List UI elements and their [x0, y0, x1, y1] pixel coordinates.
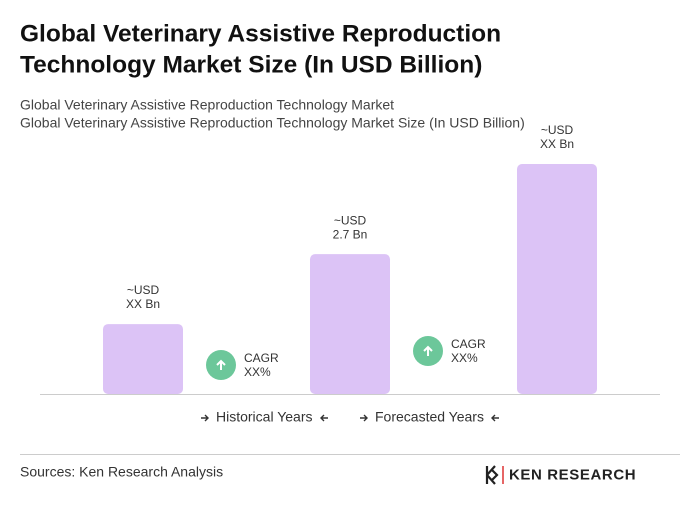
legend-label: Historical Years	[216, 409, 313, 425]
cagr-label: XX%	[451, 351, 478, 365]
arrow-icon	[491, 414, 499, 422]
cagr-label: CAGR	[451, 337, 486, 351]
value-label: 2.7 Bn	[333, 227, 368, 241]
value-label: ~USD	[541, 123, 574, 137]
subtitle: Global Veterinary Assistive Reproduction…	[20, 97, 394, 113]
arrow-icon	[201, 414, 209, 422]
bar	[103, 324, 183, 394]
legend-label: Forecasted Years	[375, 409, 484, 425]
logo-text: KEN RESEARCH	[509, 466, 636, 483]
cagr-arrow	[423, 345, 433, 356]
bar	[310, 254, 390, 394]
cagr-label: XX%	[244, 365, 271, 379]
chart-title: Technology Market Size (In USD Billion)	[20, 51, 482, 78]
chart-title: Global Veterinary Assistive Reproduction	[20, 20, 501, 47]
arrow-icon	[320, 414, 328, 422]
source: Sources: Ken Research Analysis	[20, 464, 223, 480]
cagr-label: CAGR	[244, 351, 279, 365]
subtitle: Global Veterinary Assistive Reproduction…	[20, 115, 525, 131]
cagr-arrow	[216, 359, 226, 370]
legend: Historical Years Forecasted Years	[201, 409, 499, 425]
value-label: XX Bn	[126, 297, 160, 311]
arrow-icon	[360, 414, 368, 422]
bar	[517, 164, 597, 394]
logo: KEN RESEARCH	[485, 465, 636, 485]
value-label: ~USD	[127, 283, 160, 297]
value-label: ~USD	[334, 213, 367, 227]
value-label: XX Bn	[540, 137, 574, 151]
logo-icon	[485, 465, 499, 485]
